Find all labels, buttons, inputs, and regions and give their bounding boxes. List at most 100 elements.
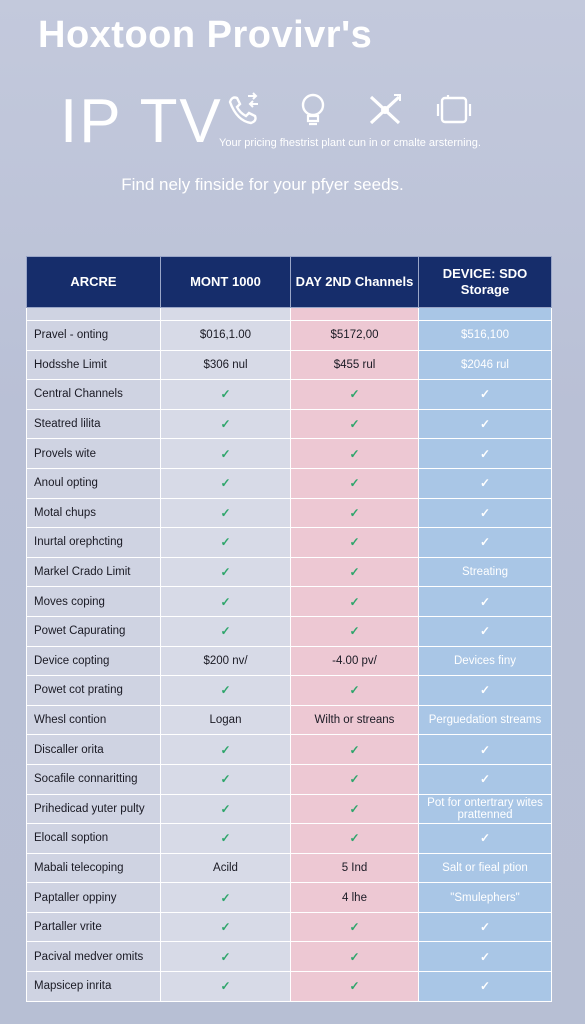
table-row: Partaller vrite ✓ ✓ ✓ xyxy=(26,911,552,943)
plan-cell: Devices finy xyxy=(418,645,552,677)
plan-cell: ✓ xyxy=(290,911,419,943)
plan-cell: ✓ xyxy=(418,586,552,617)
feature-label: Provels wite xyxy=(26,438,161,469)
plan-cell: ✓ xyxy=(418,823,552,854)
plan-cell: ✓ xyxy=(160,941,291,973)
column-header-plan-1: MONT 1000 xyxy=(160,256,291,308)
plan-cell: $2046 rul xyxy=(418,349,552,381)
plan-cell: ✓ xyxy=(418,408,552,440)
provider-title: Hoxtoon Provivr's xyxy=(38,14,373,56)
table-row: Whesl contion Logan Wilth or streans Pergue… xyxy=(26,704,552,736)
table-row: Hodsshe Limit $306 nul $455 rul $2046 rul xyxy=(26,349,552,381)
table-row: Mapsicep inrita ✓ ✓ ✓ xyxy=(26,971,552,1002)
product-title: IP TV xyxy=(60,87,223,156)
check-icon: ✓ xyxy=(479,387,491,402)
plan-cell: ✓ xyxy=(418,941,552,973)
check-icon: ✓ xyxy=(220,446,231,461)
feature-label: Motal chups xyxy=(26,497,161,529)
feature-label: Moves coping xyxy=(26,586,161,617)
table-row: Anoul opting ✓ ✓ ✓ xyxy=(26,467,552,499)
plan-cell: ✓ xyxy=(160,408,291,440)
column-header-feature: ARCRE xyxy=(26,256,161,308)
plan-cell: ✓ xyxy=(290,763,419,795)
feature-label: Pravel - onting xyxy=(26,320,161,351)
check-icon: ✓ xyxy=(220,476,231,491)
plan-cell: 4 lhe xyxy=(290,882,419,913)
plan-cell: ✓ xyxy=(290,438,419,469)
check-icon: ✓ xyxy=(220,801,231,816)
check-icon: ✓ xyxy=(479,446,491,461)
check-icon: ✓ xyxy=(349,920,360,935)
plan-cell: ✓ xyxy=(290,971,419,1002)
plan-cell: ✓ xyxy=(418,497,552,529)
plan-cell: ✓ xyxy=(160,556,291,588)
check-icon: ✓ xyxy=(220,742,231,757)
check-icon: ✓ xyxy=(220,417,231,432)
check-icon: ✓ xyxy=(349,683,360,698)
check-icon: ✓ xyxy=(479,683,491,698)
plan-cell: ✓ xyxy=(160,497,291,529)
tagline: Your pricing fhestrist plant cun in or c… xyxy=(219,137,481,149)
table-row: Steatred lilita ✓ ✓ ✓ xyxy=(26,408,552,440)
plan-cell: $016,1.00 xyxy=(160,320,291,351)
plan-cell: ✓ xyxy=(418,675,552,706)
check-icon: ✓ xyxy=(220,831,231,846)
plan-cell: ✓ xyxy=(290,586,419,617)
table-row: Device copting $200 nv/-4.00 pv/Devices f… xyxy=(26,645,552,677)
table-row: Mabali telecoping Acild 5 Ind Salt or fieal… xyxy=(26,852,552,884)
lightbulb-icon xyxy=(298,92,328,135)
feature-label: Hodsshe Limit xyxy=(26,349,161,381)
plan-cell: $306 nul xyxy=(160,349,291,381)
plan-cell: ✓ xyxy=(418,971,552,1002)
plan-cell: ✓ xyxy=(160,793,291,825)
plan-cell: Perguedation streams xyxy=(418,704,552,736)
check-icon: ✓ xyxy=(220,772,231,787)
feature-label: Paptaller oppiny xyxy=(26,882,161,913)
plan-cell: Salt or fieal ption xyxy=(418,852,552,884)
check-icon: ✓ xyxy=(220,594,231,609)
check-icon: ✓ xyxy=(479,476,491,491)
plan-cell: ✓ xyxy=(160,971,291,1002)
table-body: Pravel - onting $016,1.00 $5172,00 $516,100… xyxy=(26,307,552,1002)
plan-cell: ✓ xyxy=(290,497,419,529)
check-icon: ✓ xyxy=(349,979,360,994)
plan-cell: 5 Ind xyxy=(290,852,419,884)
feature-label: Elocall soption xyxy=(26,823,161,854)
plan-cell: Acild xyxy=(160,852,291,884)
check-icon: ✓ xyxy=(349,417,360,432)
feature-label: Partaller vrite xyxy=(26,911,161,943)
plan-cell: ✓ xyxy=(290,527,419,558)
check-icon: ✓ xyxy=(349,594,360,609)
plan-cell: Streating xyxy=(418,556,552,588)
plan-cell: ✓ xyxy=(290,941,419,973)
check-icon: ✓ xyxy=(349,565,360,580)
plan-cell: ✓ xyxy=(160,882,291,913)
table-row: Moves coping ✓ ✓ ✓ xyxy=(26,586,552,617)
check-icon: ✓ xyxy=(220,683,231,698)
plan-cell: ✓ xyxy=(290,615,419,647)
check-icon: ✓ xyxy=(349,742,360,757)
feature-label: Anoul opting xyxy=(26,467,161,499)
plan-cell: $455 rul xyxy=(290,349,419,381)
plan-cell: ✓ xyxy=(160,911,291,943)
check-icon: ✓ xyxy=(220,949,231,964)
check-icon: ✓ xyxy=(220,565,231,580)
table-row: Central Channels ✓ ✓ ✓ xyxy=(26,379,552,410)
feature-label: Mabali telecoping xyxy=(26,852,161,884)
check-icon: ✓ xyxy=(349,831,360,846)
plan-cell: $516,100 xyxy=(418,320,552,351)
table-row: Powet Capurating ✓ ✓ ✓ xyxy=(26,615,552,647)
plan-cell: ✓ xyxy=(160,438,291,469)
feature-label: Prihedicad yuter pulty xyxy=(26,793,161,825)
feature-label: Powet cot prating xyxy=(26,675,161,706)
check-icon: ✓ xyxy=(220,979,231,994)
plan-cell: ✓ xyxy=(160,586,291,617)
plan-cell: ✓ xyxy=(290,675,419,706)
table-row: Inurtal orephcting ✓ ✓ ✓ xyxy=(26,527,552,558)
tools-icon xyxy=(366,92,404,133)
plan-cell: ✓ xyxy=(418,438,552,469)
plan-cell: ✓ xyxy=(160,467,291,499)
column-header-plan-2: DAY 2ND Channels xyxy=(290,256,419,308)
feature-label: Socafile connaritting xyxy=(26,763,161,795)
check-icon: ✓ xyxy=(220,920,231,935)
